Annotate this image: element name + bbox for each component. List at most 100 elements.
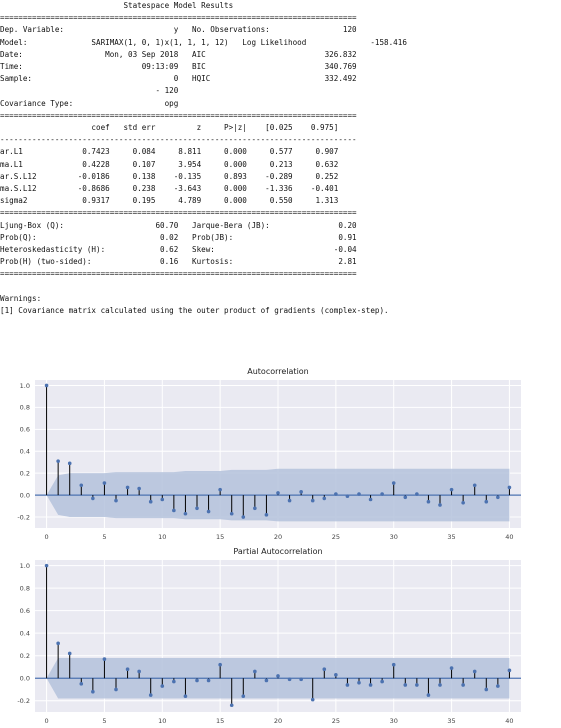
acf-point (148, 499, 153, 504)
pacf-point (391, 662, 396, 667)
pacf-point (380, 679, 384, 684)
coef-row: ar.S.L12 -0.0186 0.138 -0.135 0.893 -0.2… (0, 171, 339, 181)
warning-text: [1] Covariance matrix calculated using t… (0, 306, 389, 316)
pacf-point (148, 693, 153, 697)
acf-point (299, 490, 303, 494)
pacf-point (507, 668, 512, 673)
acf-point (426, 499, 431, 504)
acf-y-tick-label: -0.2 (17, 513, 30, 521)
pacf-x-tick-label: 10 (158, 717, 166, 725)
pacf-point (195, 678, 199, 683)
header-row: Date: Mon, 03 Sep 2018 AIC 326.832 (0, 49, 357, 59)
pacf-point (91, 689, 95, 694)
pacf-x-tick-label: 20 (274, 717, 282, 725)
acf-plot-svg: -0.2 0.0 0.2 0.4 0.6 0.8 1.0 0 5 10 15 20 25 30 35 40 Au… (17, 367, 521, 541)
pacf-point (368, 683, 373, 687)
acf-point (310, 498, 315, 503)
acf-point (218, 487, 222, 492)
pacf-plot-svg: -0.2 0.0 0.2 0.4 0.6 0.8 1.0 0 5 10 15 20 25 30 35 40 Pa… (17, 547, 521, 725)
acf-point (206, 509, 211, 514)
header-row: Dep. Variable: y No. Observations: 120 (0, 25, 357, 35)
acf-point (345, 494, 350, 499)
pacf-point (67, 651, 72, 656)
coef-row: ar.L1 0.7423 0.084 8.811 0.000 0.577 0.9… (0, 147, 339, 157)
header-row: Sample: 0 HQIC 332.492 (0, 74, 357, 84)
acf-y-tick-label: 0.8 (20, 404, 30, 412)
coef-row: sigma2 0.9317 0.195 4.789 0.000 0.550 1.… (0, 196, 339, 206)
pacf-point (125, 667, 130, 672)
acf-point (44, 383, 49, 388)
pacf-point (183, 694, 188, 699)
pacf-x-tick-label: 5 (102, 717, 106, 725)
pacf-point (484, 687, 489, 692)
diagnostic-row: Prob(H) (two-sided): 0.16 Kurtosis: 2.81 (0, 257, 357, 267)
acf-point (91, 496, 95, 501)
pacf-point (426, 693, 431, 697)
pacf-point (461, 683, 465, 687)
acf-y-tick-label: 1.0 (20, 382, 30, 390)
warnings-title: Warnings: (0, 293, 42, 303)
acf-x-tick-label: 35 (447, 533, 455, 541)
rule-line: ========================================… (0, 269, 357, 279)
acf-point (391, 481, 396, 485)
rule-line: ========================================… (0, 13, 357, 23)
pacf-x-tick-label: 30 (390, 717, 398, 725)
acf-point (229, 511, 234, 516)
acf-x-tick-label: 5 (102, 533, 106, 541)
pacf-y-tick-label: 0.2 (20, 652, 30, 660)
acf-x-tick-label: 40 (505, 533, 513, 541)
pacf-point (206, 678, 211, 683)
acf-point (403, 495, 408, 500)
pacf-title: Partial Autocorrelation (233, 547, 322, 556)
pacf-point (438, 683, 442, 687)
acf-y-tick-label: 0.0 (20, 491, 30, 499)
pacf-point (449, 666, 454, 670)
acf-y-tick-label: 0.6 (20, 426, 30, 434)
pacf-point (496, 684, 500, 688)
acf-point (56, 459, 60, 463)
acf-point (183, 511, 188, 516)
pacf-x-tick-label: 15 (216, 717, 224, 725)
acf-point (125, 485, 130, 490)
pacf-x-tick-label: 0 (45, 717, 49, 725)
pacf-y-tick-label: 0.0 (20, 675, 30, 683)
pacf-point (137, 669, 141, 674)
pacf-chart: -0.2 0.0 0.2 0.4 0.6 0.8 1.0 0 5 10 15 20 25 30 35 40 Pa… (0, 544, 561, 728)
acf-point (334, 492, 338, 496)
header-row: Time: 09:13:09 BIC 340.769 (0, 62, 357, 72)
acf-point (368, 497, 373, 502)
acf-point (79, 483, 84, 488)
pacf-point (322, 667, 327, 672)
acf-x-tick-label: 25 (332, 533, 340, 541)
acf-point (276, 491, 280, 495)
pacf-point (415, 683, 419, 687)
acf-x-tick-label: 20 (274, 533, 282, 541)
pacf-x-tick-label: 40 (505, 717, 513, 725)
rule-line: ========================================… (0, 208, 357, 218)
acf-point (438, 503, 442, 507)
acf-y-tick-label: 0.4 (20, 448, 30, 456)
pacf-point (56, 641, 60, 646)
pacf-point (299, 677, 303, 682)
pacf-point (172, 679, 176, 684)
acf-y-tick-label: 0.2 (20, 469, 30, 477)
diagnostic-row: Ljung-Box (Q): 60.70 Jarque-Bera (JB): 0… (0, 220, 357, 230)
coef-row: ma.L1 0.4228 0.107 3.954 0.000 0.213 0.6… (0, 159, 339, 169)
pacf-point (334, 673, 338, 677)
acf-point (496, 495, 500, 500)
pacf-point (160, 684, 165, 688)
pacf-point (276, 674, 280, 678)
pacf-x-tick-label: 25 (332, 717, 340, 725)
rule-line: ----------------------------------------… (0, 135, 357, 145)
rule-line: ========================================… (0, 110, 357, 120)
acf-point (241, 515, 246, 519)
pacf-point (44, 563, 49, 568)
acf-point (415, 492, 419, 496)
acf-x-tick-label: 10 (158, 533, 166, 541)
acf-point (114, 498, 118, 503)
acf-point (264, 513, 269, 517)
pacf-point (79, 682, 84, 686)
acf-point (322, 496, 327, 501)
pacf-point (114, 687, 118, 692)
header-row: Model: SARIMAX(1, 0, 1)x(1, 1, 1, 12) Lo… (0, 37, 407, 47)
